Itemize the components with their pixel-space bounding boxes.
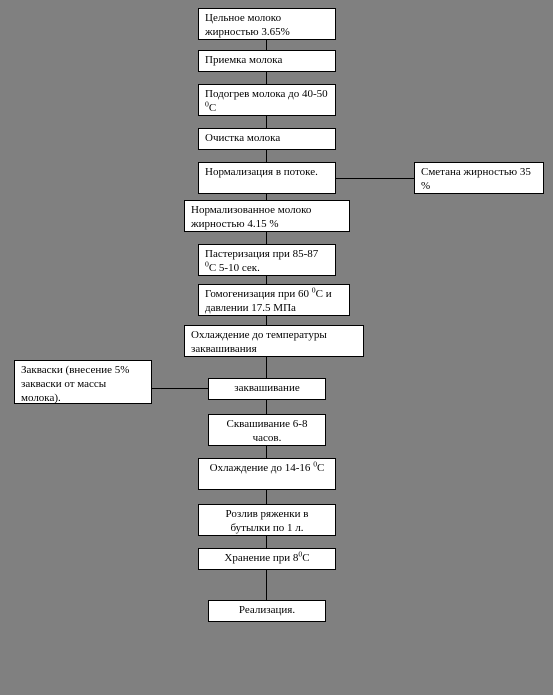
edge: [266, 357, 267, 378]
edge: [266, 446, 267, 458]
edge: [266, 570, 267, 600]
node-cleaning: Очистка молока: [198, 128, 336, 150]
edge: [266, 194, 267, 200]
node-label: Цельное молоко жирностью 3.65%: [205, 12, 290, 38]
edge: [266, 116, 267, 128]
node-label: Нормализованное молоко жирностью 4.15 %: [191, 204, 311, 230]
edge: [266, 316, 267, 325]
edge: [266, 400, 267, 414]
node-label: Приемка молока: [205, 54, 282, 66]
node-pasteurization: Пастеризация при 85-87 0С 5-10 сек.: [198, 244, 336, 276]
node-label: Закваски (внесение 5% закваски от массы …: [21, 364, 129, 404]
node-label: Сквашивание 6-8 часов.: [227, 418, 308, 444]
node-label: Розлив ряженки в бутылки по 1 л.: [226, 508, 309, 534]
edge: [266, 232, 267, 244]
node-label: Реализация.: [239, 604, 295, 616]
side-node-cream: Сметана жирностью 35 %: [414, 162, 544, 194]
node-fermentation: заквашивание: [208, 378, 326, 400]
node-sale: Реализация.: [208, 600, 326, 622]
edge: [266, 40, 267, 50]
node-label: Сметана жирностью 35 %: [421, 166, 531, 192]
edge: [266, 536, 267, 548]
node-normalization: Нормализация в потоке.: [198, 162, 336, 194]
node-normalized-milk: Нормализованное молоко жирностью 4.15 %: [184, 200, 350, 232]
edge: [336, 178, 414, 179]
node-label: Пастеризация при 85-87 0С 5-10 сек.: [205, 248, 318, 274]
node-label: Гомогенизация при 60 0С и давлении 17.5 …: [205, 288, 332, 314]
node-whole-milk: Цельное молоко жирностью 3.65%: [198, 8, 336, 40]
edge: [152, 388, 208, 389]
node-label: Нормализация в потоке.: [205, 166, 318, 178]
edge: [266, 150, 267, 162]
node-label: заквашивание: [234, 382, 299, 394]
node-label: Охлаждение до 14-16 0С: [210, 462, 325, 474]
node-label: Охлаждение до температуры заквашивания: [191, 329, 327, 355]
node-label: Очистка молока: [205, 132, 280, 144]
node-label: Хранение при 80С: [224, 552, 309, 564]
node-cooling-14-16: Охлаждение до 14-16 0С: [198, 458, 336, 490]
edge: [266, 276, 267, 284]
node-ripening: Сквашивание 6-8 часов.: [208, 414, 326, 446]
node-cooling-ferment: Охлаждение до температуры заквашивания: [184, 325, 364, 357]
edge: [266, 72, 267, 84]
node-milk-intake: Приемка молока: [198, 50, 336, 72]
node-bottling: Розлив ряженки в бутылки по 1 л.: [198, 504, 336, 536]
node-storage: Хранение при 80С: [198, 548, 336, 570]
node-label: Подогрев молока до 40-50 0С: [205, 88, 328, 114]
side-node-starter: Закваски (внесение 5% закваски от массы …: [14, 360, 152, 404]
edge: [266, 490, 267, 504]
node-homogenization: Гомогенизация при 60 0С и давлении 17.5 …: [198, 284, 350, 316]
node-heating: Подогрев молока до 40-50 0С: [198, 84, 336, 116]
